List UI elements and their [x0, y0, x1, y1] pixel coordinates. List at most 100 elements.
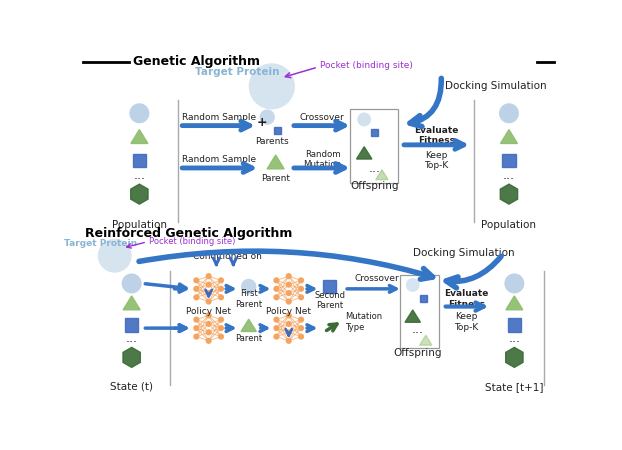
Circle shape: [285, 338, 292, 344]
Text: State [t+1]: State [t+1]: [485, 382, 544, 392]
Circle shape: [218, 277, 224, 284]
Circle shape: [218, 286, 224, 292]
Bar: [401, 275, 439, 348]
Text: Crossover: Crossover: [354, 274, 399, 284]
Circle shape: [406, 278, 420, 292]
Text: ...: ...: [369, 162, 381, 175]
Text: Target Protein: Target Protein: [195, 68, 279, 77]
Text: Conditioned on: Conditioned on: [193, 252, 262, 261]
Circle shape: [285, 290, 292, 296]
Circle shape: [298, 294, 304, 301]
Circle shape: [193, 277, 200, 284]
Text: Offspring: Offspring: [350, 181, 399, 191]
Bar: [508, 319, 521, 332]
Text: Random
Mutation: Random Mutation: [304, 150, 341, 169]
Polygon shape: [376, 170, 388, 180]
Circle shape: [193, 286, 200, 292]
Circle shape: [273, 286, 279, 292]
Text: Mutation
Type: Mutation Type: [345, 312, 382, 332]
Text: Pocket (binding site): Pocket (binding site): [320, 61, 412, 70]
Text: First
Parent: First Parent: [235, 289, 262, 309]
Text: Evaluate
Fitness: Evaluate Fitness: [445, 289, 489, 309]
Bar: [125, 319, 138, 332]
Polygon shape: [356, 147, 372, 159]
Circle shape: [98, 239, 132, 273]
Circle shape: [298, 286, 304, 292]
Polygon shape: [123, 296, 140, 310]
Text: Random Sample: Random Sample: [182, 112, 256, 122]
Circle shape: [129, 104, 149, 123]
Circle shape: [285, 282, 292, 288]
Polygon shape: [420, 335, 432, 345]
Circle shape: [206, 321, 211, 327]
Text: Second
Parent: Second Parent: [314, 291, 345, 310]
Polygon shape: [405, 310, 420, 322]
Circle shape: [504, 274, 524, 293]
Text: +: +: [256, 116, 267, 129]
Circle shape: [273, 325, 279, 331]
Text: Pocket (binding site): Pocket (binding site): [149, 237, 235, 246]
Bar: [133, 154, 146, 167]
Circle shape: [298, 316, 304, 323]
Polygon shape: [501, 130, 518, 144]
Circle shape: [218, 294, 224, 301]
Circle shape: [206, 298, 211, 305]
Circle shape: [285, 329, 292, 335]
Text: Target Protein: Target Protein: [64, 239, 137, 248]
Circle shape: [298, 277, 304, 284]
Circle shape: [285, 273, 292, 279]
Polygon shape: [506, 347, 523, 367]
Polygon shape: [123, 347, 141, 367]
Bar: [350, 109, 398, 183]
Circle shape: [193, 316, 200, 323]
Text: Evaluate
Fitness: Evaluate Fitness: [414, 126, 459, 145]
Circle shape: [285, 298, 292, 305]
Circle shape: [273, 294, 279, 301]
Text: ...: ...: [412, 323, 424, 336]
Circle shape: [499, 104, 519, 123]
Polygon shape: [241, 319, 256, 332]
Circle shape: [218, 325, 224, 331]
Text: Offspring: Offspring: [394, 348, 442, 358]
Bar: [420, 295, 427, 302]
Polygon shape: [131, 130, 148, 144]
Circle shape: [193, 294, 200, 301]
Circle shape: [206, 282, 211, 288]
Text: Docking Simulation: Docking Simulation: [414, 248, 515, 258]
Text: ...: ...: [126, 333, 137, 346]
Circle shape: [206, 273, 211, 279]
Circle shape: [273, 333, 279, 340]
Text: Docking Simulation: Docking Simulation: [445, 81, 547, 91]
Text: Population: Population: [481, 220, 536, 230]
Text: State (t): State (t): [110, 382, 153, 392]
Circle shape: [193, 333, 200, 340]
Polygon shape: [267, 155, 284, 169]
Text: Parent: Parent: [235, 334, 262, 343]
Text: Population: Population: [112, 220, 167, 230]
Circle shape: [285, 312, 292, 319]
Circle shape: [273, 316, 279, 323]
Text: Keep
Top-K: Keep Top-K: [424, 151, 448, 170]
Circle shape: [273, 277, 279, 284]
Circle shape: [206, 338, 211, 344]
Circle shape: [249, 63, 295, 109]
Circle shape: [298, 333, 304, 340]
Text: Genetic Algorithm: Genetic Algorithm: [133, 55, 260, 68]
Circle shape: [259, 109, 275, 125]
Polygon shape: [500, 184, 518, 204]
Circle shape: [218, 333, 224, 340]
Bar: [371, 129, 378, 136]
Bar: [274, 127, 281, 134]
Text: Policy Net: Policy Net: [186, 307, 231, 316]
Circle shape: [206, 312, 211, 319]
Text: ...: ...: [133, 169, 146, 182]
Circle shape: [241, 279, 256, 294]
Circle shape: [193, 325, 200, 331]
Text: Keep
Top-K: Keep Top-K: [455, 312, 479, 332]
Circle shape: [122, 274, 142, 293]
Text: ...: ...: [508, 333, 521, 346]
Circle shape: [206, 329, 211, 335]
Text: Random Sample: Random Sample: [182, 155, 256, 164]
Text: Policy Net: Policy Net: [266, 307, 311, 316]
Polygon shape: [131, 184, 148, 204]
